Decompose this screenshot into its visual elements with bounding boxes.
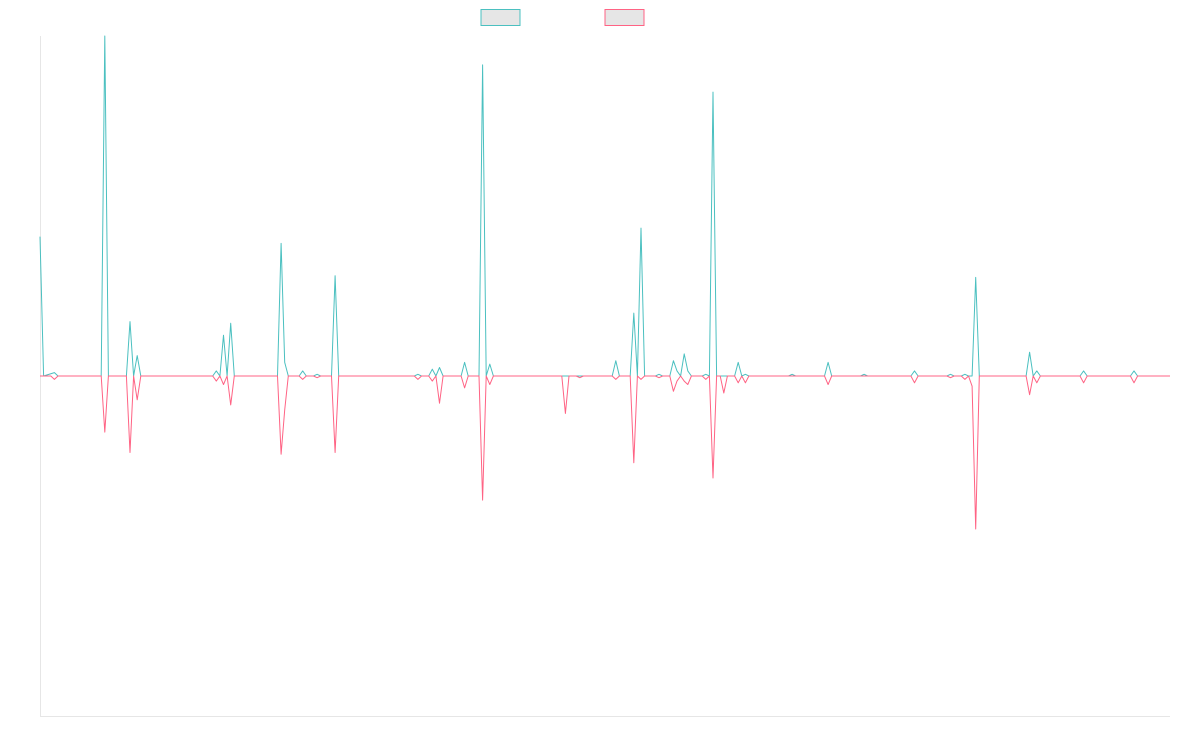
series-line-1 <box>39 35 1170 377</box>
legend-swatch-series-2[interactable] <box>604 9 645 26</box>
plot-area <box>39 35 1170 530</box>
legend-swatch-series-1[interactable] <box>480 9 521 26</box>
series-line-2 <box>40 375 1170 530</box>
legend <box>480 9 645 26</box>
